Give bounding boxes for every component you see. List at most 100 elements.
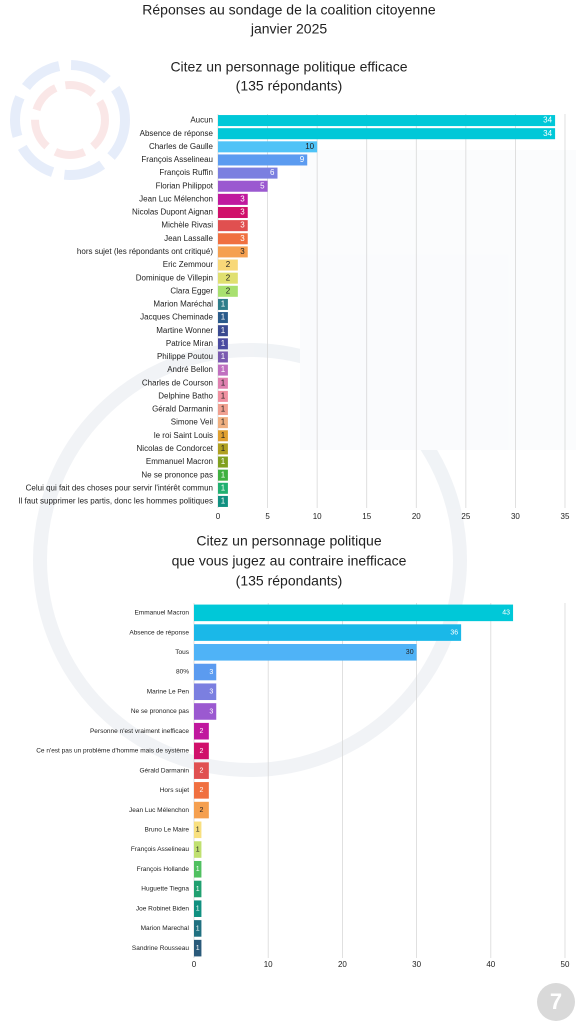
bar [218,154,308,166]
category-label: Florian Philippot [156,181,214,190]
bar [218,246,248,258]
bar [218,233,248,245]
category-label: Emmanuel Macron [146,457,213,466]
value-label: 1 [221,483,226,492]
bar [218,272,238,284]
category-label: Il faut supprimer les partis, donc les h… [18,497,213,506]
bar [194,604,514,622]
x-tick-label: 0 [192,960,197,969]
category-label: Emmanuel Macron [134,610,189,617]
value-label: 1 [221,352,226,361]
bar [218,482,228,494]
bar [218,443,228,455]
value-label: 1 [221,326,226,335]
category-label: André Bellon [167,365,213,374]
category-label: Bruno Le Maire [145,827,190,834]
value-label: 3 [240,234,245,243]
value-label: 2 [199,728,203,735]
category-label: Marion Maréchal [153,300,213,309]
value-label: 1 [221,313,226,322]
value-label: 2 [226,273,231,282]
value-label: 1 [221,470,226,479]
category-label: Ne se prononce pas [131,708,190,715]
x-tick-label: 0 [216,512,221,521]
page-number: 7 [550,989,562,1014]
bar [218,390,228,402]
chart-title: Citez un personnage politique [196,533,381,549]
category-label: Joe Robinet Biden [136,905,190,912]
category-label: François Hollande [137,866,190,873]
value-label: 5 [260,181,265,190]
bar [218,325,228,337]
category-label: Gérald Darmanin [152,405,213,414]
category-label: Aucun [190,116,213,125]
value-label: 1 [221,444,226,453]
bar [218,220,248,232]
category-label: Martine Wonner [156,326,213,335]
chart-title: (135 répondants) [236,78,343,94]
value-label: 3 [240,208,245,217]
category-label: Gérald Darmanin [140,767,190,774]
value-label: 2 [199,787,203,794]
bar [218,403,228,416]
bar [218,364,228,376]
value-label: 3 [240,247,245,256]
value-label: 1 [196,827,200,834]
bar [194,801,209,819]
category-label: Patrice Miran [166,339,213,348]
value-label: 43 [502,610,510,617]
category-label: Philippe Poutou [157,352,213,361]
category-label: François Asselineau [141,155,213,164]
value-label: 3 [240,221,245,230]
value-label: 1 [221,457,226,466]
value-label: 10 [305,142,314,151]
category-label: Eric Zemmour [163,260,214,269]
value-label: 34 [543,129,552,138]
value-label: 1 [196,906,200,913]
category-label: Tous [175,649,189,656]
value-label: 1 [196,945,200,952]
category-label: Absence de réponse [129,629,189,636]
x-tick-label: 30 [412,960,421,969]
page-date: janvier 2025 [250,21,327,37]
x-tick-label: 10 [313,512,322,521]
x-tick-label: 15 [362,512,371,521]
category-label: Charles de Courson [142,378,213,387]
page-number-badge [537,983,575,1021]
chart-title: que vous jugez au contraire inefficace [172,553,407,569]
page-title: Réponses au sondage de la coalition cito… [142,2,436,18]
value-label: 2 [199,807,203,814]
category-label: Delphine Batho [158,391,213,400]
bar [194,644,417,661]
value-label: 2 [226,286,231,295]
category-label: Sandrine Rousseau [132,945,189,952]
x-tick-label: 50 [561,960,570,969]
bar [194,860,202,878]
bar [194,703,217,720]
category-label: François Asselineau [131,846,190,853]
bar [194,900,202,917]
value-label: 3 [240,194,245,203]
bar [194,880,202,898]
bar [218,377,228,389]
bar [218,259,238,271]
category-label: Jean Luc Mélenchon [129,807,189,814]
value-label: 2 [199,767,203,774]
bar [218,206,248,219]
category-label: Marion Marechal [141,925,190,932]
value-label: 1 [221,418,226,427]
bar [218,495,228,507]
category-label: François Ruffin [159,168,213,177]
category-label: Huguette Tiegna [141,886,189,893]
value-label: 3 [209,689,213,696]
category-label: Celui qui fait des choses pour servir l'… [26,483,213,492]
bar [194,762,209,779]
bar [194,920,202,937]
category-label: Marine Le Pen [147,688,190,695]
bar [218,338,228,350]
value-label: 1 [221,497,226,506]
value-label: 36 [450,629,458,636]
category-label: Dominique de Villepin [136,273,213,282]
